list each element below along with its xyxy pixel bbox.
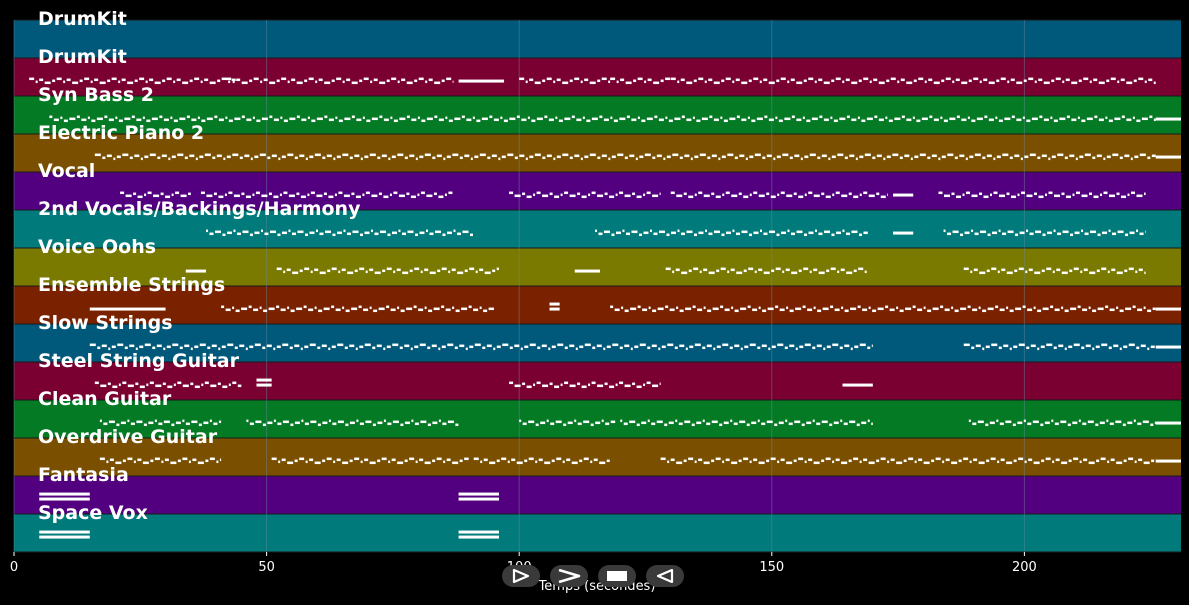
track-lane — [14, 58, 1181, 96]
play-forward-button[interactable] — [502, 565, 540, 587]
x-tick-label: 150 — [759, 560, 785, 575]
track-lane — [14, 476, 1181, 514]
note-segment — [29, 77, 236, 85]
note-segment — [99, 419, 222, 427]
note-segment — [968, 419, 1156, 427]
note-segment — [963, 343, 1155, 351]
note-segment — [1155, 421, 1181, 425]
note-segment — [574, 269, 601, 273]
note-segment — [893, 231, 914, 235]
note-segment — [39, 492, 90, 501]
note-segment — [246, 419, 459, 427]
note-segment — [670, 191, 888, 199]
track-lane — [14, 96, 1181, 134]
note-segment — [594, 229, 868, 237]
note-segment — [185, 269, 206, 273]
note-segment — [1155, 155, 1181, 159]
stop-button[interactable] — [598, 565, 636, 587]
note-segment — [205, 229, 473, 237]
note-segment — [109, 307, 166, 311]
note-segment — [94, 381, 242, 389]
note-segment — [458, 79, 505, 83]
track-lane — [14, 400, 1181, 438]
note-segment — [943, 229, 1146, 237]
note-segment — [200, 191, 453, 199]
note-segment — [271, 457, 469, 465]
note-segment — [39, 530, 90, 539]
track-lane — [14, 248, 1181, 286]
play-backward-icon — [656, 569, 674, 583]
note-segment — [49, 115, 1156, 123]
track-lane — [14, 286, 1181, 324]
note-segment — [519, 77, 611, 85]
track-lane — [14, 514, 1181, 552]
note-segment — [938, 191, 1146, 199]
track-lane — [14, 324, 1181, 362]
note-segment — [893, 193, 914, 197]
note-segment — [549, 302, 560, 311]
note-segment — [473, 457, 610, 465]
note-segment — [509, 191, 661, 199]
note-segment — [99, 457, 222, 465]
note-segment — [1155, 307, 1181, 311]
note-segment — [94, 153, 1156, 161]
transport-controls — [502, 565, 684, 587]
track-lane — [14, 438, 1181, 476]
stop-icon — [607, 571, 627, 581]
track-lane — [14, 172, 1181, 210]
note-segment — [89, 307, 110, 311]
x-tick-label: 0 — [9, 560, 19, 575]
note-segment — [963, 267, 1146, 275]
note-segment — [1155, 345, 1181, 349]
note-segment — [665, 267, 867, 275]
note-segment — [610, 77, 671, 85]
fast-forward-icon — [558, 569, 581, 583]
x-tick-label: 200 — [1011, 560, 1037, 575]
note-segment — [1155, 117, 1181, 121]
note-segment — [221, 305, 494, 313]
note-segment — [458, 492, 499, 501]
track-lane — [14, 210, 1181, 248]
note-segment — [620, 419, 873, 427]
play-forward-icon — [512, 569, 530, 583]
note-segment — [458, 530, 499, 539]
note-segment — [256, 378, 272, 387]
x-tick-label: 50 — [258, 560, 275, 575]
track-lane — [14, 362, 1181, 400]
note-segment — [660, 457, 1156, 465]
note-segment — [610, 305, 1156, 313]
note-segment — [120, 191, 191, 199]
fast-forward-button[interactable] — [550, 565, 588, 587]
track-lane — [14, 134, 1181, 172]
note-segment — [519, 419, 616, 427]
note-segment — [89, 343, 873, 351]
note-segment — [276, 267, 499, 275]
note-segment — [509, 381, 661, 389]
play-backward-button[interactable] — [646, 565, 684, 587]
note-segment — [1155, 459, 1181, 463]
note-segment — [670, 77, 1156, 85]
note-segment — [226, 77, 454, 85]
track-lane — [14, 20, 1181, 58]
note-segment — [842, 383, 873, 387]
